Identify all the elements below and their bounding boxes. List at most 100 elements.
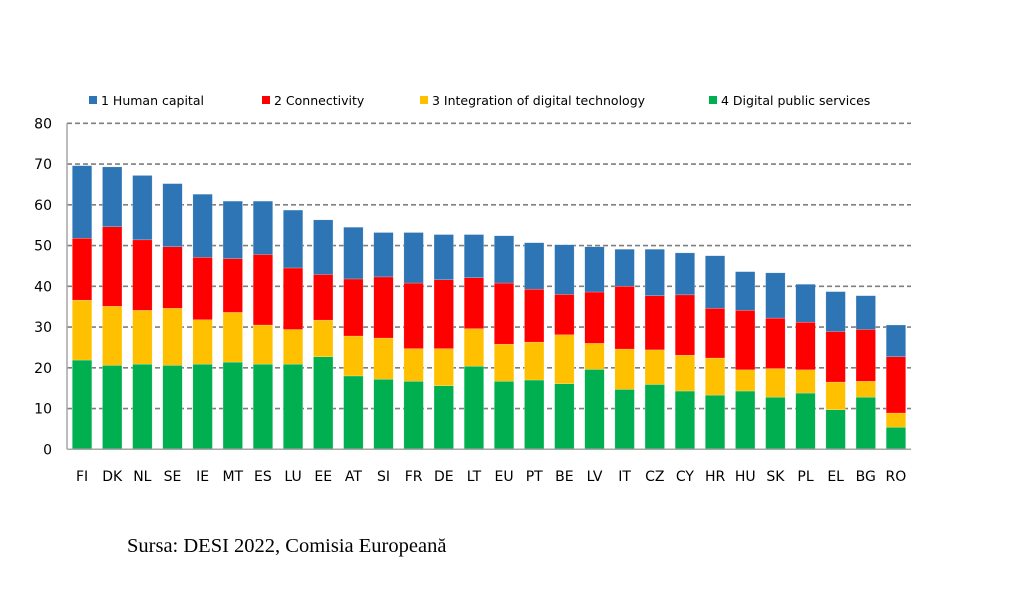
bar-segment-pl-s2 [795, 321, 816, 371]
bar-segment-hu-s4 [735, 390, 756, 450]
bar-segment-be-s2 [554, 294, 575, 335]
bar-segment-de-s3 [433, 348, 454, 386]
bar-segment-ie-s2 [192, 257, 213, 320]
bar-segment-at-s2 [343, 278, 364, 337]
bar-segment-el-s3 [825, 381, 846, 410]
bar-segment-eu-s3 [494, 343, 515, 382]
bar-segment-nl-s4 [132, 363, 153, 450]
y-axis-ticks: 0 10 20 30 40 50 60 70 80 [34, 116, 52, 458]
bar-segment-ro-s1 [885, 324, 906, 357]
bar-segment-nl-s2 [132, 239, 153, 311]
bar-segment-si-s1 [373, 232, 394, 278]
bar-segment-cy-s1 [674, 252, 695, 296]
bar-segment-si-s3 [373, 337, 394, 380]
y-tick-label: 40 [34, 279, 52, 295]
bar-segment-pt-s3 [524, 341, 545, 381]
y-tick-label: 50 [34, 239, 52, 255]
x-tick-label: DE [434, 469, 454, 485]
chart-legend: 1 Human capital 2 Connectivity 3 Integra… [89, 93, 870, 108]
bar-segment-bg-s3 [855, 381, 876, 398]
bar-segment-pt-s1 [524, 242, 545, 290]
source-note: Sursa: DESI 2022, Comisia Europeană [127, 535, 447, 557]
x-tick-label: LT [467, 469, 482, 485]
bar-segment-mt-s3 [222, 312, 243, 363]
bar-segment-lt-s3 [463, 328, 484, 367]
bar-stack-fi [72, 165, 93, 450]
x-tick-label: FR [405, 469, 423, 485]
bar-stack-sk [765, 272, 786, 450]
bar-stack-es [252, 200, 273, 450]
bar-stack-hr [705, 255, 726, 450]
bar-segment-fr-s2 [403, 282, 424, 349]
bar-segment-be-s4 [554, 383, 575, 450]
bar-segment-lt-s1 [463, 234, 484, 278]
legend-swatch-human-capital [89, 96, 97, 104]
x-tick-label: EE [314, 469, 332, 485]
bar-segment-sk-s1 [765, 272, 786, 319]
bar-segment-lv-s2 [584, 291, 605, 344]
bar-segment-fi-s2 [72, 238, 93, 301]
bar-stack-ro [885, 324, 906, 450]
bar-segment-fi-s3 [72, 299, 93, 361]
x-tick-label: LV [587, 469, 603, 485]
bar-segment-dk-s3 [102, 306, 123, 366]
legend-item-human-capital: 1 Human capital [89, 93, 204, 108]
bar-segment-se-s2 [162, 246, 183, 309]
bar-segment-hr-s2 [705, 308, 726, 359]
bar-stack-se [162, 183, 183, 450]
bar-segment-lu-s4 [283, 363, 304, 450]
bar-segment-el-s2 [825, 331, 846, 383]
bar-stack-si [373, 232, 394, 450]
y-tick-label: 80 [34, 116, 52, 132]
legend-label-connectivity: 2 Connectivity [274, 93, 365, 108]
bar-stack-cy [674, 252, 695, 450]
bar-stack-ie [192, 194, 213, 450]
bar-stack-lu [283, 209, 304, 450]
bar-stack-bg [855, 295, 876, 450]
bar-stack-lt [463, 234, 484, 450]
bar-stack-it [614, 249, 635, 450]
bar-segment-dk-s4 [102, 365, 123, 450]
bar-segment-lt-s2 [463, 277, 484, 329]
bar-segment-de-s4 [433, 385, 454, 450]
y-tick-label: 70 [34, 157, 52, 173]
bar-segment-eu-s2 [494, 282, 515, 345]
x-tick-label: PL [797, 469, 813, 485]
bar-segment-es-s1 [252, 200, 273, 255]
x-tick-label: HU [735, 469, 756, 485]
x-tick-label: PT [526, 469, 543, 485]
bar-segment-mt-s2 [222, 258, 243, 313]
x-tick-label: HR [705, 469, 726, 485]
bar-stack-ee [313, 219, 334, 450]
bar-segment-el-s4 [825, 409, 846, 450]
bar-segment-ee-s1 [313, 219, 334, 275]
bar-segment-cy-s4 [674, 390, 695, 450]
bar-segment-ie-s1 [192, 194, 213, 258]
bar-segment-si-s4 [373, 379, 394, 450]
bar-segment-lv-s3 [584, 343, 605, 370]
bar-segment-ie-s3 [192, 319, 213, 365]
x-tick-label: BE [555, 469, 573, 485]
bar-segment-at-s3 [343, 335, 364, 377]
x-tick-label: SK [766, 469, 785, 485]
bar-segment-eu-s1 [494, 235, 515, 284]
bar-segment-pl-s4 [795, 392, 816, 450]
bar-segment-it-s2 [614, 286, 635, 350]
x-tick-label: DK [102, 469, 123, 485]
y-tick-label: 60 [34, 198, 52, 214]
x-tick-label: SE [164, 469, 182, 485]
x-tick-label: ES [254, 469, 272, 485]
bar-segment-fi-s4 [72, 359, 93, 450]
bar-segment-fr-s4 [403, 381, 424, 450]
bar-segment-pl-s3 [795, 369, 816, 394]
x-tick-label: CZ [645, 469, 664, 485]
x-tick-label: BG [856, 469, 876, 485]
bar-segment-cz-s4 [644, 384, 665, 450]
bar-segment-sk-s3 [765, 368, 786, 398]
bar-segment-it-s3 [614, 348, 635, 390]
bar-stack-el [825, 291, 846, 450]
bar-segment-nl-s1 [132, 175, 153, 241]
y-tick-label: 10 [34, 402, 52, 418]
x-tick-label: FI [76, 469, 88, 485]
